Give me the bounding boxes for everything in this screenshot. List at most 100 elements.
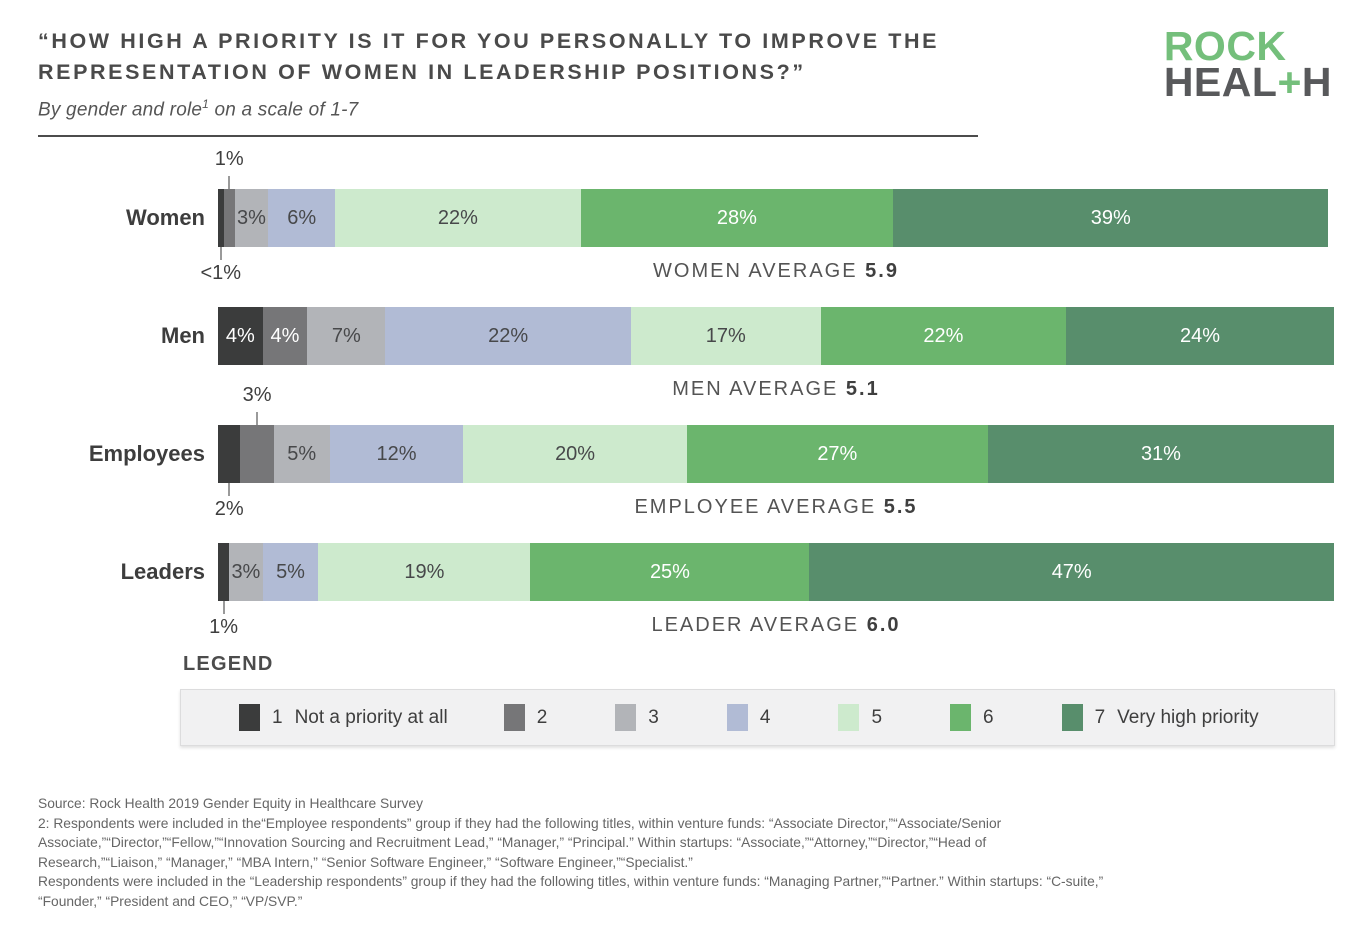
legend-item-2: 2 <box>503 704 560 732</box>
legend-value: 2 <box>536 706 548 728</box>
callout-label: 3% <box>242 384 272 407</box>
bar-segment-4: 5% <box>262 543 319 602</box>
legend-value: 1 <box>272 706 283 728</box>
callout-label: 1% <box>214 148 244 171</box>
chart-subtitle: By gender and role1 on a scale of 1-7 <box>38 97 359 121</box>
footnotes: Source: Rock Health 2019 Gender Equity i… <box>38 794 1334 911</box>
logo-plus-icon: + <box>1277 59 1302 105</box>
footnote-line-4: Research,”“Liaison,” “Manager,” “MBA Int… <box>38 854 693 870</box>
report-page: “HOW HIGH A PRIORITY IS IT FOR YOU PERSO… <box>38 23 1335 911</box>
legend-swatch <box>503 704 525 732</box>
legend-swatch <box>1061 704 1083 732</box>
callout-tick <box>256 412 259 426</box>
chart-title: “HOW HIGH A PRIORITY IS IT FOR YOU PERSO… <box>38 26 998 88</box>
row-label: Leaders <box>120 559 205 585</box>
callout-label: <1% <box>200 262 242 285</box>
stacked-bar: 3% 6% 22% 28% 39% <box>218 189 1334 248</box>
legend-item-7: 7 Very high priority <box>1061 704 1259 732</box>
bar-segment-6: 22% <box>820 307 1067 366</box>
legend-value: 6 <box>983 706 994 728</box>
bar-segment-7: 31% <box>987 425 1334 484</box>
bar-segment-5: 17% <box>630 307 821 366</box>
callout-label: 2% <box>214 498 244 521</box>
legend-item-6: 6 <box>950 704 1006 732</box>
stacked-bar-chart: Women <1% 1% 3% 6% 22% 28% 39% WOMEN AVERAGE 5.9… <box>38 148 1334 647</box>
legend-value: 7 <box>1094 706 1106 728</box>
bar-segment-1 <box>218 543 230 602</box>
chart-row: Leaders 1% 3% 5% 19% 25% 47% LEADER AVERAGE 6.0 <box>38 543 1334 647</box>
bar-area: 4% 4% 7% 22% 17% 22% 24% MEN AVERAGE 5.1 <box>218 307 1334 425</box>
legend-swatch <box>239 704 260 732</box>
bar-segment-7: 39% <box>893 189 1329 248</box>
average-label: EMPLOYEE AVERAGE 5.5 <box>634 496 918 519</box>
footnote-line-5: Respondents were included in the “Leader… <box>38 874 1104 890</box>
bar-segment-7: 24% <box>1066 307 1334 366</box>
logo-health: HEAL+H <box>1163 59 1332 105</box>
bar-segment-6: 25% <box>530 543 810 602</box>
header: “HOW HIGH A PRIORITY IS IT FOR YOU PERSO… <box>38 23 1334 138</box>
rock-health-logo: ROCK HEAL+H <box>1163 23 1332 105</box>
legend-swatch <box>615 704 637 732</box>
title-line-1: “HOW HIGH A PRIORITY IS IT FOR YOU PERSO… <box>38 29 940 53</box>
average-label: MEN AVERAGE 5.1 <box>672 378 880 401</box>
bar-segment-1: 4% <box>218 307 263 366</box>
chart-row: Employees 2% 3% 5% 12% 20% 27% 31% EMPLOYEE AVER… <box>38 384 1334 543</box>
legend-label: Very high priority <box>1117 706 1259 728</box>
bar-segment-4: 6% <box>268 189 336 248</box>
legend-item-1: 1 Not a priority at all <box>239 704 448 732</box>
footnote-line-1: Source: Rock Health 2019 Gender Equity i… <box>38 796 423 812</box>
bar-area: 1% 3% 5% 19% 25% 47% LEADER AVERAGE 6.0 <box>209 543 1334 647</box>
bar-segment-1 <box>218 425 241 484</box>
footnote-marker: 1 <box>202 97 210 111</box>
callout-tick <box>222 601 225 615</box>
bar-segment-3: 5% <box>273 425 330 484</box>
footnote-line-6: “Founder,” “President and CEO,” “VP/SVP.… <box>38 893 303 909</box>
legend-swatch <box>838 704 860 732</box>
bar-segment-4: 12% <box>329 425 464 484</box>
bar-area: <1% 1% 3% 6% 22% 28% 39% WOMEN AVERAGE 5.9 <box>200 148 1334 307</box>
legend-item-3: 3 <box>615 704 671 732</box>
legend-label: Not a priority at all <box>294 706 448 728</box>
callout-tick <box>228 483 231 497</box>
legend-swatch <box>726 704 748 732</box>
row-label: Women <box>125 205 205 231</box>
bar-segment-5: 20% <box>463 425 687 484</box>
row-label: Employees <box>88 441 205 467</box>
bar-segment-3: 3% <box>229 543 263 602</box>
title-line-2: REPRESENTATION OF WOMEN IN LEADERSHIP PO… <box>38 60 806 84</box>
legend-swatch <box>950 704 972 732</box>
bar-segment-1 <box>218 189 224 248</box>
chart-row: Women <1% 1% 3% 6% 22% 28% 39% WOMEN AVERAGE 5.9 <box>38 148 1334 307</box>
bar-segment-4: 22% <box>385 307 631 366</box>
bar-segment-2 <box>223 189 235 248</box>
bar-segment-5: 19% <box>318 543 531 602</box>
bar-segment-6: 27% <box>686 425 988 484</box>
average-label: LEADER AVERAGE 6.0 <box>651 614 901 637</box>
stacked-bar: 5% 12% 20% 27% 31% <box>218 425 1334 484</box>
logo-rock: ROCK <box>1163 23 1287 69</box>
legend-value: 4 <box>759 706 771 728</box>
bar-segment-3: 3% <box>234 189 269 248</box>
footnote-line-2: 2: Respondents were included in the“Empl… <box>38 815 1002 831</box>
bar-segment-3: 7% <box>307 307 386 366</box>
bar-segment-6: 28% <box>580 189 894 248</box>
bar-segment-5: 22% <box>335 189 581 248</box>
footnote-line-3: Associate,”“Director,”“Fellow,”“Innovati… <box>38 835 987 851</box>
callout-label: 1% <box>209 616 239 639</box>
callout-tick <box>219 247 222 261</box>
row-label: Men <box>161 323 205 349</box>
stacked-bar: 3% 5% 19% 25% 47% <box>218 543 1334 602</box>
bar-segment-2: 4% <box>262 307 308 366</box>
bar-segment-7: 47% <box>809 543 1334 602</box>
header-divider <box>38 135 978 138</box>
legend-item-4: 4 <box>726 704 783 732</box>
legend-item-5: 5 <box>838 704 894 732</box>
legend-value: 3 <box>648 706 659 728</box>
legend-box: 1 Not a priority at all 2 3 4 5 6 7 Very high pr… <box>180 689 1335 747</box>
stacked-bar: 4% 4% 7% 22% 17% 22% 24% <box>218 307 1334 366</box>
callout-tick <box>228 176 231 190</box>
legend-heading: LEGEND <box>183 653 274 676</box>
bar-area: 2% 3% 5% 12% 20% 27% 31% EMPLOYEE AVERAGE 5.5 <box>214 384 1334 543</box>
average-label: WOMEN AVERAGE 5.9 <box>653 260 899 283</box>
chart-row: Men 4% 4% 7% 22% 17% 22% 24% MEN AVERAGE 5.1 <box>38 307 1334 425</box>
